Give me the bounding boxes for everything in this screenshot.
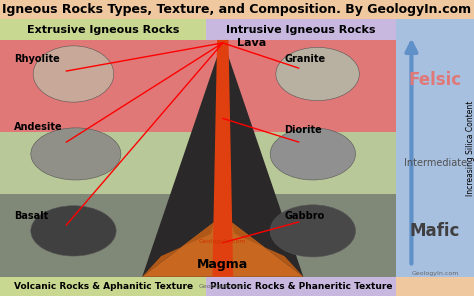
FancyBboxPatch shape — [0, 132, 474, 194]
FancyBboxPatch shape — [0, 19, 206, 40]
Text: Lava: Lava — [237, 38, 266, 48]
Text: Intermediate: Intermediate — [403, 158, 467, 168]
FancyBboxPatch shape — [0, 277, 206, 296]
Polygon shape — [212, 40, 233, 277]
Text: GeologyIn.com: GeologyIn.com — [199, 284, 246, 289]
FancyBboxPatch shape — [0, 0, 474, 19]
Text: Extrusive Igneous Rocks: Extrusive Igneous Rocks — [27, 25, 179, 35]
Text: Increasing Silica Content: Increasing Silica Content — [466, 100, 474, 196]
FancyBboxPatch shape — [0, 40, 474, 132]
Polygon shape — [142, 222, 303, 277]
FancyBboxPatch shape — [206, 277, 396, 296]
FancyBboxPatch shape — [0, 194, 474, 277]
Text: Diorite: Diorite — [284, 125, 322, 135]
Text: Intrusive Igneous Rocks: Intrusive Igneous Rocks — [226, 25, 376, 35]
Text: Rhyolite: Rhyolite — [14, 54, 60, 64]
Text: GeologyIn.com: GeologyIn.com — [199, 239, 246, 244]
Text: Andesite: Andesite — [14, 122, 63, 132]
FancyBboxPatch shape — [206, 19, 396, 40]
Text: Granite: Granite — [284, 54, 326, 64]
Text: Magma: Magma — [197, 258, 248, 271]
Text: Mafic: Mafic — [410, 222, 460, 240]
Text: GeologyIn.com: GeologyIn.com — [411, 271, 459, 276]
Polygon shape — [142, 40, 303, 277]
FancyBboxPatch shape — [396, 19, 474, 277]
Text: Felsic: Felsic — [409, 71, 462, 89]
Ellipse shape — [270, 205, 356, 257]
Ellipse shape — [270, 128, 356, 180]
Text: Igneous Rocks Types, Texture, and Composition. By GeologyIn.com: Igneous Rocks Types, Texture, and Compos… — [2, 3, 472, 16]
Text: Plutonic Rocks & Phaneritic Texture: Plutonic Rocks & Phaneritic Texture — [210, 282, 392, 291]
Ellipse shape — [276, 47, 359, 101]
Polygon shape — [231, 222, 303, 277]
Polygon shape — [142, 222, 214, 277]
Ellipse shape — [31, 206, 116, 256]
Text: Gabbro: Gabbro — [284, 211, 325, 221]
Ellipse shape — [31, 128, 121, 180]
Text: Volcanic Rocks & Aphanitic Texture: Volcanic Rocks & Aphanitic Texture — [14, 282, 192, 291]
Ellipse shape — [33, 46, 114, 102]
Text: Basalt: Basalt — [14, 211, 48, 221]
